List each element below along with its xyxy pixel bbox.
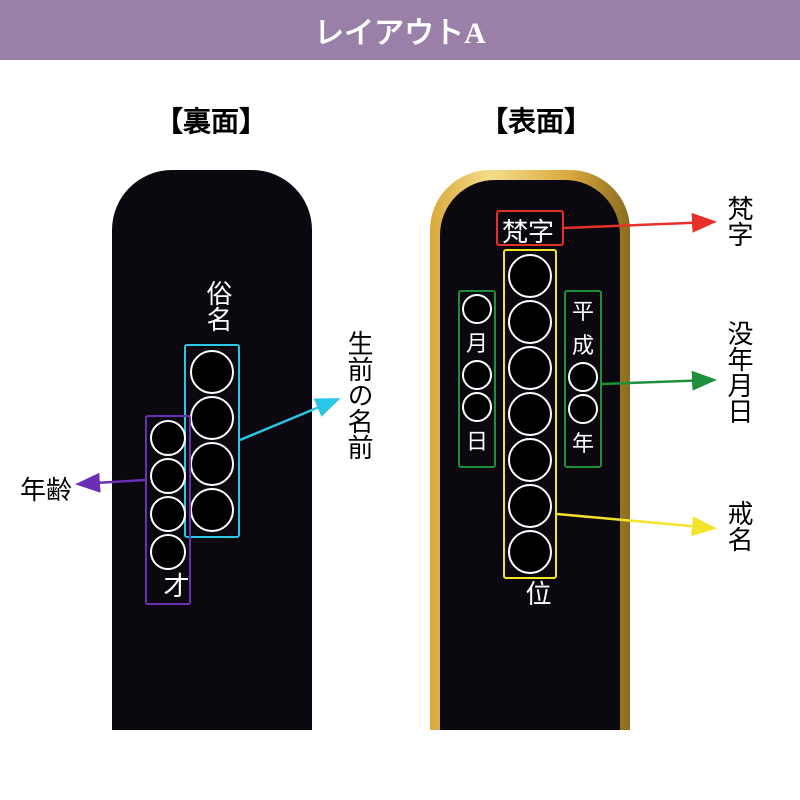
placeholder-circle	[462, 360, 492, 390]
title-bar: レイアウトA	[0, 0, 800, 60]
placeholder-circle	[568, 362, 598, 392]
placeholder-circle	[190, 396, 234, 440]
placeholder-circle	[190, 442, 234, 486]
placeholder-circle	[150, 458, 186, 494]
placeholder-circle	[508, 254, 552, 298]
placeholder-circle	[508, 392, 552, 436]
front-column-label: 【表面】	[480, 100, 592, 140]
annotation-secular-name: 生前の名前	[340, 330, 377, 460]
front-footer-text: 位	[518, 580, 555, 606]
back-column-label: 【裏面】	[155, 100, 267, 140]
placeholder-circle	[462, 294, 492, 324]
annotation-bonji: 梵字	[720, 195, 757, 247]
front-bonji-text: 梵字	[502, 212, 554, 249]
annotation-kaimyo: 戒名	[720, 500, 757, 552]
placeholder-circle	[462, 392, 492, 422]
placeholder-circle	[508, 346, 552, 390]
placeholder-circle	[150, 420, 186, 456]
back-secular-name-header: 俗名	[199, 280, 236, 332]
back-age-footer: 才	[156, 572, 193, 598]
placeholder-circle	[190, 488, 234, 532]
front-kaimyo-circles	[508, 254, 552, 574]
placeholder-circle	[190, 350, 234, 394]
title-text: レイアウトA	[314, 8, 486, 52]
placeholder-circle	[508, 530, 552, 574]
placeholder-circle	[150, 534, 186, 570]
placeholder-circle	[568, 394, 598, 424]
placeholder-circle	[508, 438, 552, 482]
back-age-circles	[150, 420, 186, 570]
back-secular-name-circles	[190, 350, 234, 532]
placeholder-circle	[150, 496, 186, 532]
front-date-left-col: 月日	[462, 294, 492, 456]
placeholder-circle	[508, 300, 552, 344]
front-date-right-col: 平成年	[568, 294, 598, 458]
placeholder-circle	[508, 484, 552, 528]
annotation-age: 年齢	[20, 470, 72, 507]
annotation-date: 没年月日	[720, 320, 757, 424]
